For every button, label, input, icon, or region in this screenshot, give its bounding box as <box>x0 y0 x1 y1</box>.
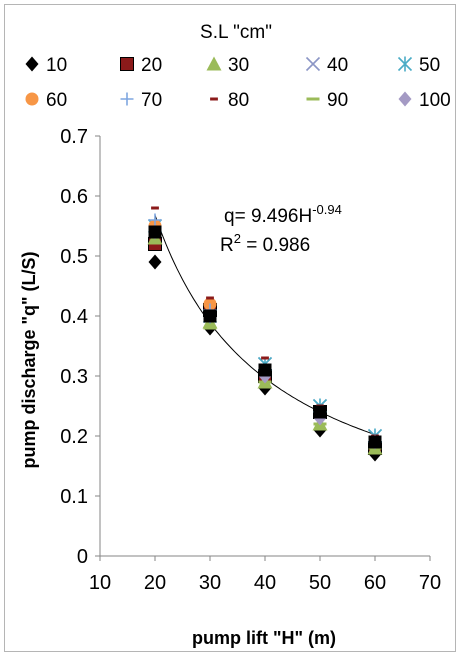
data-point <box>148 254 162 270</box>
legend-marker <box>25 56 39 72</box>
legend-label: 100 <box>419 90 451 111</box>
legend-item-20: 20 <box>120 55 162 76</box>
legend-label: 70 <box>141 90 162 111</box>
legend-item-50: 50 <box>397 55 440 76</box>
legend-marker <box>398 91 412 107</box>
legend-label: 30 <box>228 55 249 76</box>
legend-marker <box>305 56 321 72</box>
x-tick-label: 20 <box>144 572 166 594</box>
y-tick-label: 0.1 <box>60 486 88 508</box>
data-point <box>258 363 272 377</box>
series-30 <box>147 230 383 455</box>
series-unlabeled <box>148 225 382 449</box>
x-tick-label: 50 <box>309 572 331 594</box>
x-tick-label: 60 <box>364 572 386 594</box>
y-tick-label: 0.6 <box>60 186 88 208</box>
series-100 <box>148 224 382 450</box>
legend: 10 20 30 40 50 60 70 80 90 100 <box>25 55 451 111</box>
x-tick-label: 70 <box>419 572 441 594</box>
x-tick-label: 10 <box>89 572 111 594</box>
data-point <box>368 435 382 449</box>
legend-marker <box>210 97 218 101</box>
series-20 <box>148 237 382 455</box>
data-point <box>313 405 327 419</box>
r-squared-label: R2 = 0.986 <box>220 231 310 256</box>
y-axis: 0 0.1 0.2 0.3 0.4 0.5 0.6 0.7 <box>60 126 101 568</box>
r2-value: = 0.986 <box>241 235 310 256</box>
legend-marker <box>206 56 222 71</box>
data-point <box>203 309 217 323</box>
legend-marker <box>120 92 134 106</box>
chart-frame <box>4 4 456 652</box>
y-tick-label: 0.7 <box>60 126 88 148</box>
legend-marker <box>397 56 413 72</box>
legend-marker <box>120 57 134 71</box>
legend-item-30: 30 <box>206 55 249 76</box>
data-point <box>148 225 162 239</box>
series-90 <box>148 230 382 450</box>
equation-label: q= 9.496H-0.94 <box>224 202 342 227</box>
data-point <box>206 296 214 300</box>
x-axis: 10 20 30 40 50 60 70 <box>89 555 441 594</box>
legend-label: 40 <box>327 55 348 76</box>
legend-item-100: 100 <box>398 90 451 111</box>
y-axis-title: pump discharge "q" (L/S) <box>19 251 39 468</box>
y-tick-label: 0.4 <box>60 306 88 328</box>
legend-label: 20 <box>141 55 162 76</box>
data-points <box>147 206 383 462</box>
r2-superscript: 2 <box>234 231 241 246</box>
data-point <box>151 206 159 210</box>
y-tick-label: 0 <box>77 546 88 568</box>
equation-base: q= 9.496H <box>224 206 312 227</box>
data-point <box>203 326 217 330</box>
equation-exponent: -0.94 <box>312 202 342 217</box>
legend-item-10: 10 <box>25 55 67 76</box>
y-tick-label: 0.3 <box>60 366 88 388</box>
legend-item-40: 40 <box>305 55 348 76</box>
legend-marker <box>306 97 320 101</box>
legend-item-60: 60 <box>25 90 67 111</box>
data-point <box>261 356 269 360</box>
x-tick-label: 30 <box>199 572 221 594</box>
legend-item-80: 80 <box>210 90 249 111</box>
legend-label: 90 <box>327 90 348 111</box>
r2-prefix: R <box>220 235 234 256</box>
y-tick-label: 0.5 <box>60 246 88 268</box>
legend-item-90: 90 <box>306 90 348 111</box>
legend-label: 10 <box>46 55 67 76</box>
x-tick-label: 40 <box>254 572 276 594</box>
legend-label: 50 <box>419 55 440 76</box>
x-axis-title: pump lift "H" (m) <box>192 628 336 648</box>
legend-marker <box>25 92 39 106</box>
data-point <box>148 213 162 227</box>
legend-title: S.L "cm" <box>200 22 272 43</box>
legend-label: 60 <box>46 90 67 111</box>
legend-label: 80 <box>228 90 249 111</box>
y-tick-label: 0.2 <box>60 426 88 448</box>
legend-item-70: 70 <box>120 90 162 111</box>
